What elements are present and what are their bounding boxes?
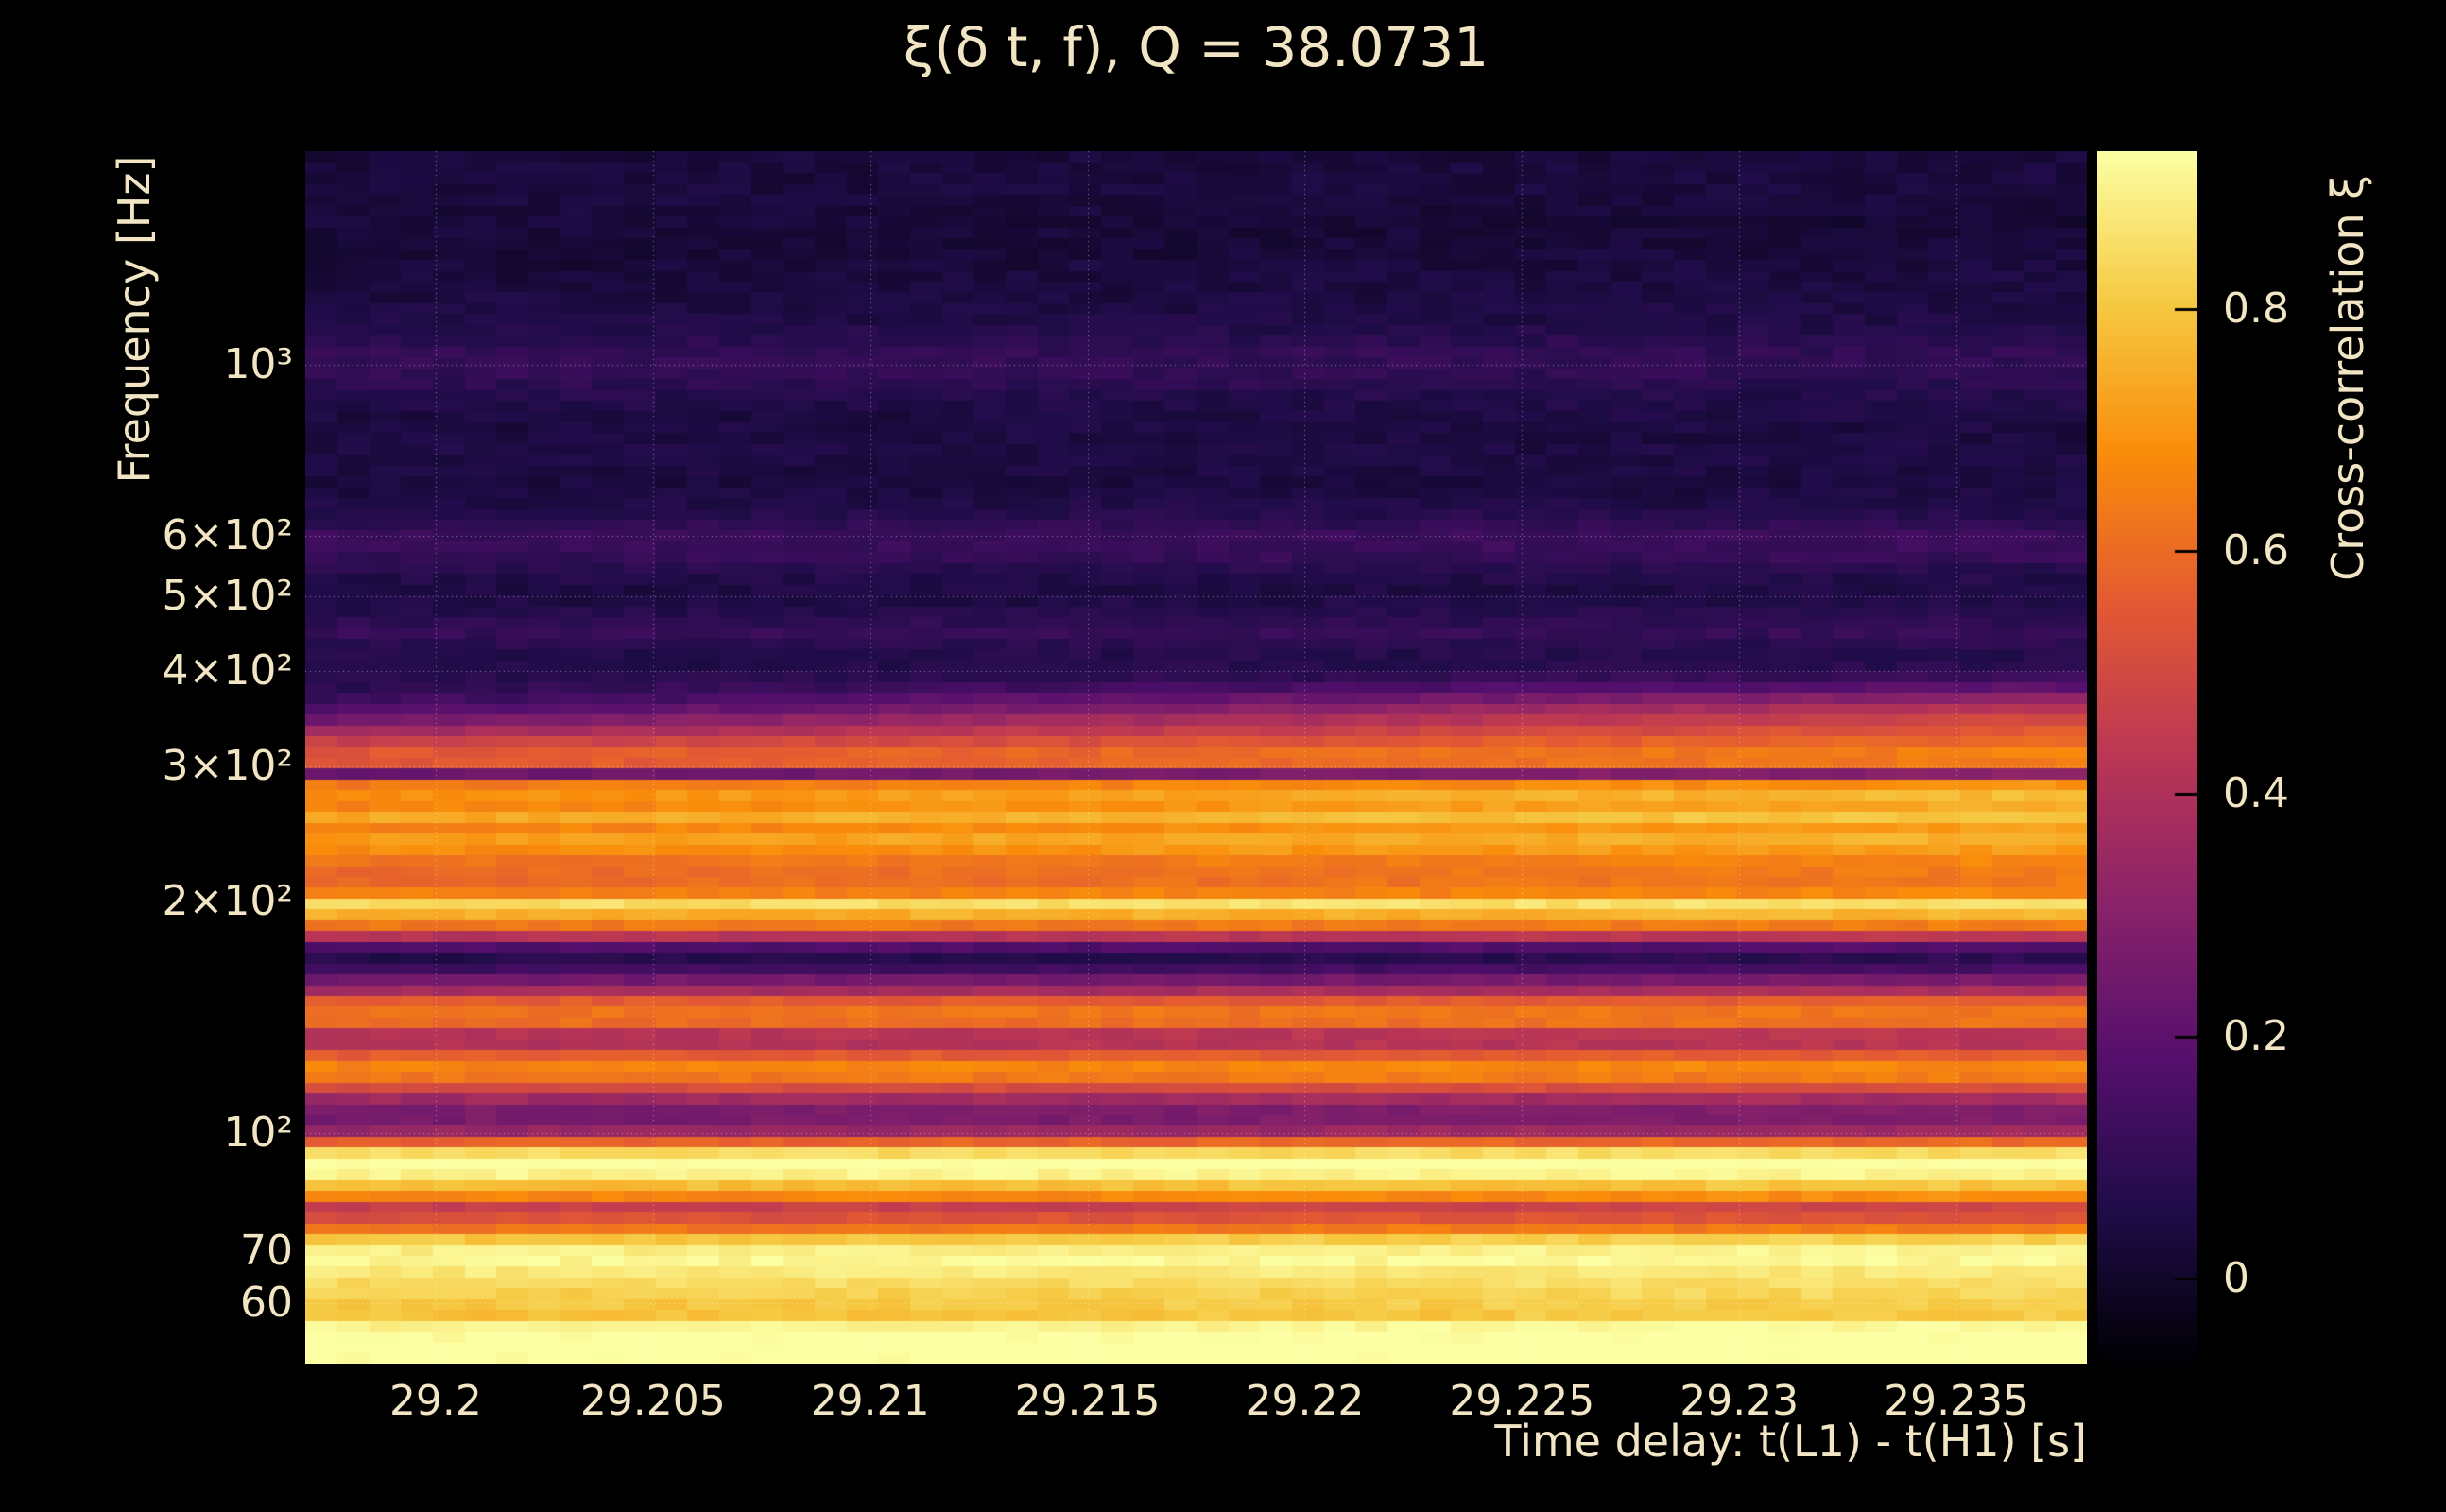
colorbar-label: Cross-correlation ξ [2322, 175, 2373, 581]
chart-title: ξ(δ t, f), Q = 38.0731 [903, 15, 1490, 79]
colorbar-tick-label: 0.4 [2223, 768, 2289, 817]
y-tick-label: 6×10² [162, 510, 294, 559]
y-tick-label: 5×10² [162, 571, 294, 620]
x-axis-label: Time delay: t(L1) - t(H1) [s] [1494, 1416, 2087, 1467]
y-tick-label: 60 [240, 1278, 293, 1327]
colorbar-tick-label: 0.6 [2223, 526, 2289, 576]
heatmap-canvas [305, 151, 2087, 1364]
colorbar-tick-label: 0.8 [2223, 284, 2289, 333]
colorbar-tick-label: 0.2 [2223, 1011, 2289, 1060]
colorbar-canvas [2097, 151, 2197, 1364]
y-tick-label: 10³ [223, 340, 293, 389]
x-tick-label: 29.23 [1679, 1377, 1800, 1425]
y-tick-label: 70 [240, 1227, 293, 1276]
x-tick-label: 29.22 [1245, 1377, 1365, 1425]
x-tick-label: 29.205 [579, 1377, 726, 1425]
x-tick-label: 29.225 [1449, 1377, 1595, 1425]
x-tick-label: 29.2 [388, 1377, 482, 1425]
y-tick-label: 10² [223, 1108, 293, 1157]
y-tick-label: 4×10² [162, 645, 294, 695]
y-tick-label: 3×10² [162, 742, 294, 791]
x-tick-label: 29.21 [810, 1377, 930, 1425]
y-tick-label: 2×10² [162, 877, 294, 926]
y-axis-label: Frequency [Hz] [109, 155, 160, 484]
colorbar-tick-label: 0 [2223, 1254, 2249, 1303]
x-tick-label: 29.215 [1014, 1377, 1161, 1425]
x-tick-label: 29.235 [1884, 1377, 2030, 1425]
